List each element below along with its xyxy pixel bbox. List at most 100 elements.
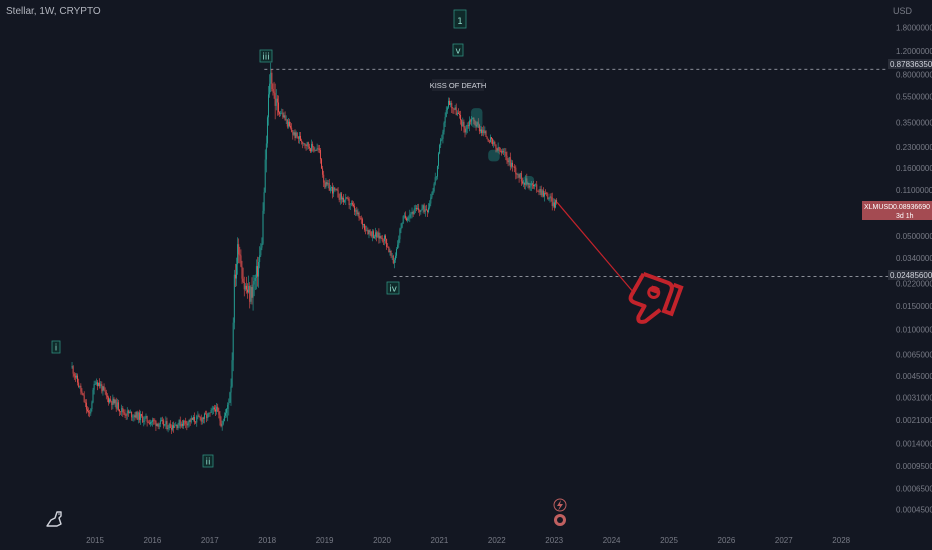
candle-body — [537, 190, 539, 192]
candle-body — [166, 421, 168, 429]
time-tick-label: 2020 — [373, 536, 391, 545]
candle-body — [462, 121, 464, 127]
candle-body — [407, 218, 409, 221]
candle-body — [472, 117, 474, 120]
candle-body — [94, 383, 96, 385]
candle-body — [303, 143, 305, 144]
candle-body — [448, 100, 449, 108]
candle-body — [186, 423, 188, 426]
candle-body — [205, 413, 207, 415]
candle-body — [146, 416, 148, 422]
candle-body — [113, 398, 115, 404]
wave-iv-label: iv — [389, 285, 398, 295]
candle-body — [461, 120, 463, 127]
candle-body — [240, 255, 242, 267]
candle-body — [396, 249, 398, 256]
candle-body — [509, 157, 511, 167]
candle-body — [516, 174, 518, 175]
candle-body — [310, 148, 311, 152]
candle-body — [173, 425, 175, 428]
candle-body — [108, 397, 109, 403]
candle-body — [523, 182, 524, 184]
candle-body — [552, 202, 554, 206]
candle-body — [553, 202, 555, 208]
candle-body — [135, 411, 137, 418]
candle-body — [386, 238, 388, 247]
candle-body — [211, 409, 213, 411]
candle-body — [190, 417, 192, 423]
candle-body — [122, 407, 124, 413]
candle-body — [419, 210, 421, 213]
candle-body — [380, 236, 382, 238]
candle-body — [372, 231, 374, 238]
candle-body — [147, 421, 149, 423]
candle-body — [228, 402, 230, 405]
candle-body — [431, 194, 433, 198]
candle-body — [336, 189, 338, 191]
candle-body — [206, 414, 208, 419]
candle-body — [218, 411, 220, 415]
candle-body — [116, 402, 118, 409]
candle-body — [375, 232, 377, 237]
candle-body — [226, 408, 228, 413]
candle-body — [140, 414, 141, 420]
candle-body — [230, 386, 232, 393]
candle-body — [422, 205, 424, 209]
wave-ii-label: ii — [205, 458, 210, 468]
candle-body — [503, 151, 505, 153]
candle-body — [482, 129, 484, 134]
candle-body — [244, 285, 246, 290]
candle-body — [119, 409, 120, 412]
candle-body — [403, 215, 405, 217]
event-flag-icon[interactable] — [554, 514, 566, 526]
lightning-icon[interactable] — [553, 498, 567, 512]
candle-body — [526, 178, 528, 185]
candle-body — [128, 412, 130, 414]
candle-body — [397, 244, 399, 250]
candle-body — [312, 143, 314, 148]
candle-body — [275, 98, 277, 106]
candle-body — [531, 183, 533, 185]
candle-body — [410, 213, 412, 215]
candle-body — [344, 200, 346, 203]
candle-body — [307, 142, 309, 147]
candle-body — [481, 129, 483, 134]
candle-body — [333, 187, 335, 194]
candle-body — [278, 102, 279, 113]
candle-body — [87, 409, 88, 412]
candle-body — [513, 166, 515, 168]
candle-body — [424, 209, 426, 212]
candle-body — [263, 192, 265, 211]
candle-body — [502, 151, 503, 153]
candle-body — [326, 182, 328, 185]
candle-body — [243, 281, 245, 290]
candle-body — [114, 399, 116, 404]
candle-body — [470, 120, 471, 122]
wave-i-label: i — [55, 344, 58, 354]
top-level-text: 0.87836350 — [890, 60, 932, 69]
candle-body — [445, 110, 447, 117]
candle-body — [233, 274, 235, 323]
candle-body — [144, 417, 146, 421]
candle-body — [324, 182, 326, 188]
candle-body — [468, 120, 470, 127]
candle-body — [357, 212, 359, 215]
candle-body — [115, 399, 117, 409]
candle-body — [81, 391, 83, 394]
candle-body — [250, 287, 252, 302]
candle-body — [83, 395, 85, 403]
candle-body — [322, 168, 324, 175]
candle-body — [427, 210, 428, 212]
candle-body — [306, 142, 308, 146]
candle-body — [131, 411, 133, 418]
candle-body — [180, 423, 182, 427]
candle-body — [225, 412, 226, 416]
